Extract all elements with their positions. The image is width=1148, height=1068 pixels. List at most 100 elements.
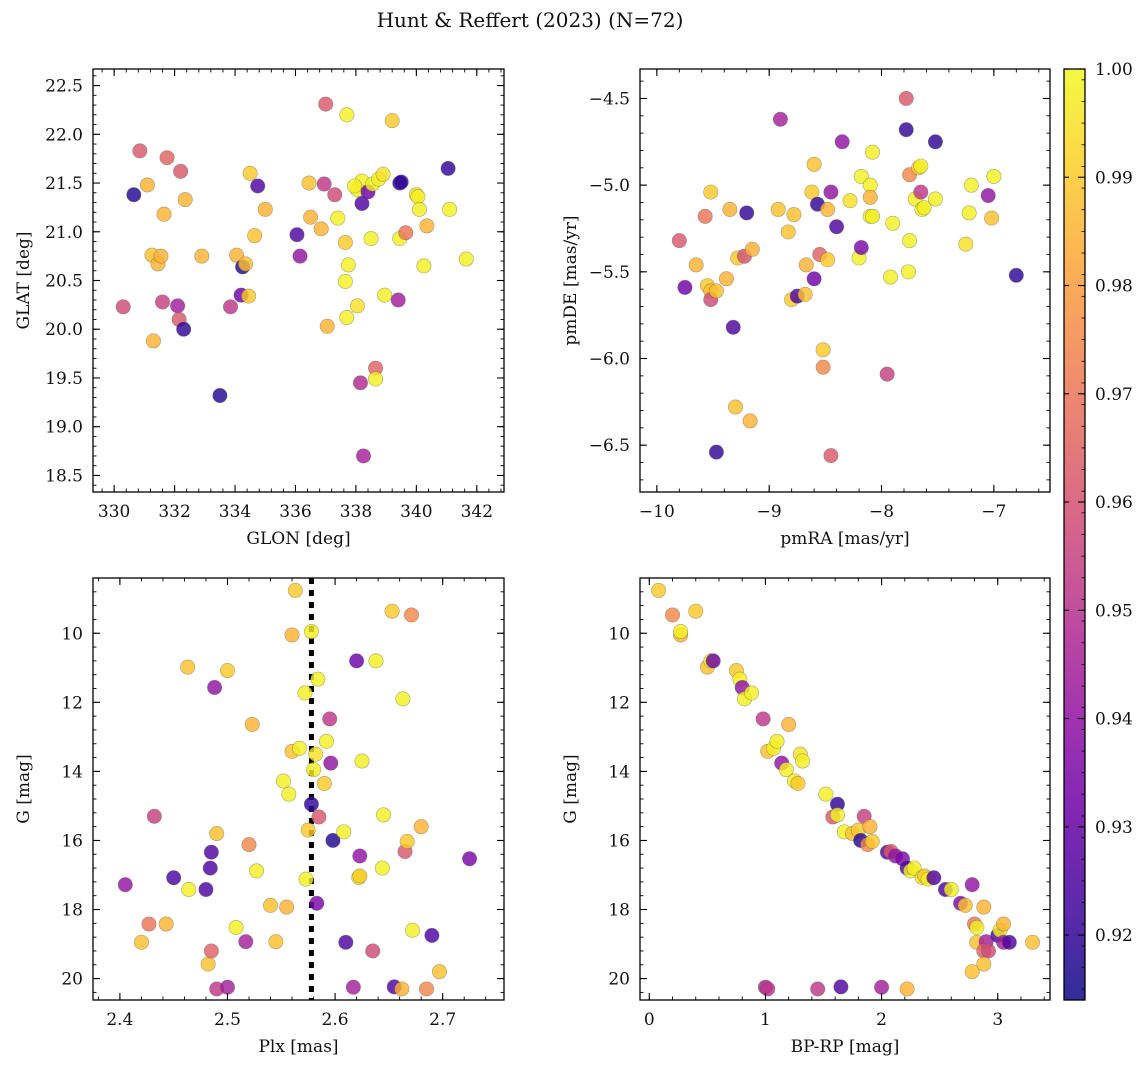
data-point	[744, 685, 760, 701]
data-point	[665, 607, 681, 623]
data-point	[739, 205, 755, 221]
data-point	[146, 808, 162, 824]
data-point	[405, 922, 421, 938]
data-point	[311, 809, 327, 825]
data-point	[323, 755, 339, 771]
data-point	[203, 844, 219, 860]
data-point	[303, 796, 319, 812]
data-point	[964, 877, 980, 893]
y-tick-label: 12	[61, 693, 83, 713]
data-point	[958, 236, 974, 252]
data-point	[141, 916, 157, 932]
data-point	[298, 871, 314, 887]
data-point	[1025, 934, 1041, 950]
data-point	[354, 753, 370, 769]
y-axis-label: G [mag]	[561, 754, 581, 823]
x-tick-label: 330	[98, 502, 130, 522]
data-point	[352, 868, 368, 884]
data-point	[297, 685, 313, 701]
y-tick-label: 20.5	[45, 272, 83, 292]
data-point	[916, 200, 932, 216]
data-point	[219, 663, 235, 679]
data-point	[862, 189, 878, 205]
data-point	[249, 863, 265, 879]
data-point	[338, 934, 354, 950]
data-point	[398, 225, 414, 241]
x-tick-label: 2.4	[106, 1010, 133, 1030]
data-point	[153, 248, 169, 264]
y-tick-label: 20	[61, 970, 83, 990]
data-point	[1001, 934, 1017, 950]
data-point	[212, 388, 228, 404]
data-point	[287, 582, 303, 598]
y-tick-label: 20.0	[45, 320, 83, 340]
data-point	[810, 981, 826, 997]
data-point	[263, 897, 279, 913]
x-tick-label: 2.5	[214, 1010, 241, 1030]
x-tick-label: −7	[981, 502, 1006, 522]
data-point	[976, 956, 992, 972]
data-point	[976, 899, 992, 915]
data-point	[384, 603, 400, 619]
data-point	[337, 273, 353, 289]
y-tick-label: −6.5	[589, 436, 630, 456]
data-point	[882, 269, 898, 285]
data-point	[980, 188, 996, 204]
data-point	[139, 177, 155, 193]
data-point	[115, 299, 131, 315]
data-point	[823, 448, 839, 464]
data-point	[795, 753, 811, 769]
data-point	[671, 233, 687, 249]
data-point	[325, 832, 341, 848]
data-point	[424, 927, 440, 943]
y-axis-label: GLAT [deg]	[14, 231, 34, 329]
y-axis-label: G [mag]	[14, 754, 34, 823]
data-point	[375, 166, 391, 182]
x-tick-label: 334	[219, 502, 251, 522]
data-point	[900, 264, 916, 280]
colorbar: 0.92 0.93 0.94 0.95 0.96 0.97 0.98 0.99 1.00	[1063, 60, 1133, 1001]
y-tick-label: 21.0	[45, 223, 83, 243]
data-point	[913, 158, 929, 174]
data-point	[345, 979, 361, 995]
axes-frame	[639, 577, 1051, 1001]
data-point	[238, 256, 254, 272]
axes-frame	[639, 68, 1051, 493]
y-tick-label: −5.0	[589, 176, 630, 196]
y-tick-label: 22.5	[45, 77, 83, 97]
data-point	[155, 294, 171, 310]
data-point	[176, 321, 192, 337]
data-point	[117, 877, 133, 893]
data-point	[440, 160, 456, 176]
data-point	[806, 271, 822, 287]
colorbar-tick-label: 0.94	[1095, 710, 1133, 730]
points-group	[671, 90, 1024, 464]
data-point	[133, 934, 149, 950]
x-axis-label: Plx [mas]	[258, 1037, 338, 1057]
data-point	[181, 881, 197, 897]
data-point	[339, 310, 355, 326]
data-point	[281, 786, 297, 802]
data-point	[327, 187, 343, 203]
data-point	[368, 653, 384, 669]
colorbar-tick-label: 0.95	[1095, 601, 1133, 621]
x-tick-label: −8	[869, 502, 894, 522]
data-point	[410, 189, 426, 205]
data-point	[442, 201, 458, 217]
data-point	[363, 231, 379, 247]
points-group	[651, 582, 1041, 997]
data-point	[790, 775, 806, 791]
data-point	[352, 848, 368, 864]
data-point	[170, 298, 186, 314]
data-point	[823, 184, 839, 200]
x-tick-label: 338	[340, 502, 372, 522]
data-point	[300, 822, 316, 838]
data-point	[834, 134, 850, 150]
data-point	[336, 824, 352, 840]
data-point	[303, 624, 319, 640]
data-point	[898, 90, 914, 106]
data-point	[673, 624, 689, 640]
data-point	[902, 233, 918, 249]
